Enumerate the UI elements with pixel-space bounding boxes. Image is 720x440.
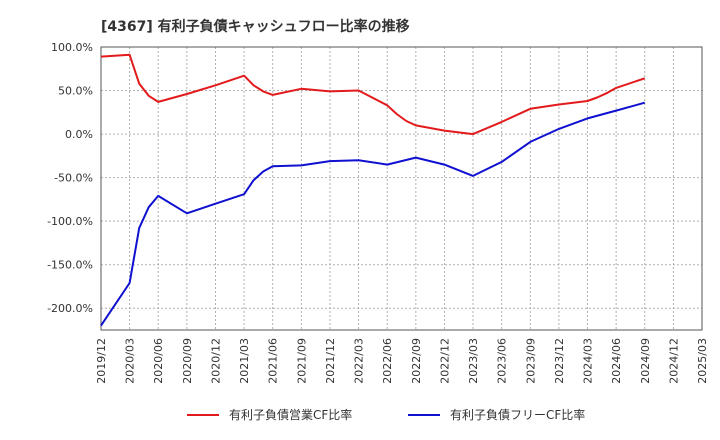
grid <box>100 46 703 330</box>
x-tick-label: 2024/06 <box>610 338 623 384</box>
x-tick-label: 2023/06 <box>496 338 509 384</box>
series-lines <box>100 53 646 327</box>
y-tick-labels: 100.0% 50.0% 0.0% -50.0% -100.0% -150.0% -200.… <box>47 41 93 315</box>
x-tick-label: 2021/03 <box>238 338 251 384</box>
x-tick-label: 2020/09 <box>181 338 194 384</box>
x-tick-label: 2024/03 <box>582 338 595 384</box>
x-tick-label: 2021/06 <box>267 338 280 384</box>
legend-label-2: 有利子負債フリーCF比率 <box>450 407 585 422</box>
y-tick-label: 0.0% <box>65 128 93 141</box>
x-tick-label: 2023/03 <box>467 338 480 384</box>
x-tick-label: 2023/09 <box>524 338 537 384</box>
legend-label-1: 有利子負債営業CF比率 <box>229 407 352 422</box>
axes <box>100 46 703 331</box>
y-tick-label: -100.0% <box>47 215 93 228</box>
x-tick-label: 2022/03 <box>353 338 366 384</box>
y-tick-label: -50.0% <box>54 172 93 185</box>
x-tick-label: 2022/06 <box>381 338 394 384</box>
series-line-2 <box>100 101 646 327</box>
x-tick-label: 2019/12 <box>95 338 108 384</box>
legend: 有利子負債営業CF比率 有利子負債フリーCF比率 <box>187 407 585 422</box>
y-tick-label: 100.0% <box>51 41 93 54</box>
x-tick-label: 2025/03 <box>696 338 709 384</box>
series-line-1 <box>100 53 646 136</box>
x-tick-label: 2021/12 <box>324 338 337 384</box>
x-tick-label: 2020/12 <box>209 338 222 384</box>
x-tick-label: 2020/06 <box>152 338 165 384</box>
x-tick-label: 2021/09 <box>295 338 308 384</box>
x-tick-label: 2020/03 <box>124 338 137 384</box>
x-tick-label: 2022/12 <box>438 338 451 384</box>
x-tick-label: 2023/12 <box>553 338 566 384</box>
x-tick-label: 2024/09 <box>639 338 652 384</box>
chart-title: [4367] 有利子負債キャッシュフロー比率の推移 <box>101 18 410 35</box>
x-tick-labels: 2019/12 2020/03 2020/06 2020/09 2020/12 2021/… <box>95 338 709 384</box>
y-tick-label: -200.0% <box>47 302 93 315</box>
y-tick-label: -150.0% <box>47 259 93 272</box>
plot-frame <box>100 46 703 331</box>
x-tick-label: 2024/12 <box>667 338 680 384</box>
y-tick-label: 50.0% <box>58 85 93 98</box>
x-tick-label: 2022/09 <box>410 338 423 384</box>
